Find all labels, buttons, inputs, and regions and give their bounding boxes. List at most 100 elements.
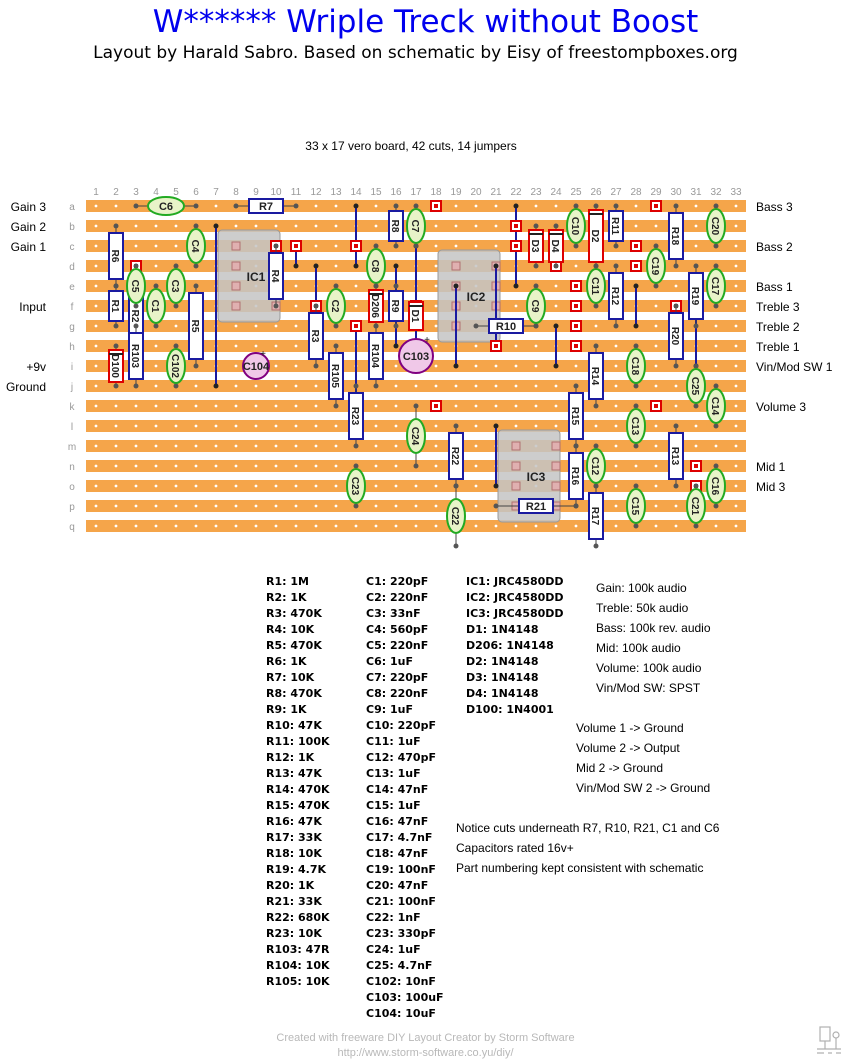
capacitor-body xyxy=(586,268,606,304)
component-solder xyxy=(673,303,679,309)
board-hole xyxy=(154,504,158,508)
resistor-label: R6 xyxy=(109,250,120,263)
row-letter: l xyxy=(71,422,73,433)
capacitor: C14 xyxy=(706,388,726,424)
column-number: 11 xyxy=(291,187,302,198)
diode-label: D100 xyxy=(109,354,120,378)
resistor: R18 xyxy=(668,212,684,260)
resistor-body xyxy=(668,432,684,480)
column-number: 16 xyxy=(390,187,402,198)
capacitor-label: C5 xyxy=(129,280,140,293)
diode-label: D1 xyxy=(409,310,420,323)
electrolytic-label: C103 xyxy=(403,351,429,363)
capacitor-body xyxy=(566,208,586,244)
board-hole xyxy=(94,264,98,268)
board-hole xyxy=(474,464,478,468)
board-hole xyxy=(294,404,298,408)
board-hole xyxy=(274,224,278,228)
resistor-label: R14 xyxy=(589,367,600,386)
column-number: 15 xyxy=(370,187,382,198)
capacitor-label: C102 xyxy=(169,354,180,378)
connection-list-item: Mid 2 -> Ground xyxy=(576,761,664,775)
resistor: R10 xyxy=(488,318,524,334)
board-hole xyxy=(614,424,618,428)
board-hole xyxy=(334,264,338,268)
diode-label: D3 xyxy=(529,240,540,253)
track-cut-center xyxy=(354,324,358,328)
resistor-body xyxy=(688,272,704,320)
track-cut-center xyxy=(354,244,358,248)
capacitor-list-item: C17: 4.7nF xyxy=(366,831,433,844)
board-hole xyxy=(694,204,698,208)
capacitor-body xyxy=(446,498,466,534)
footer-credit: Created with freeware DIY Layout Creator… xyxy=(276,1032,575,1044)
resistor-list-item: R20: 1K xyxy=(266,879,315,892)
resistor-list-item: R13: 47K xyxy=(266,767,322,780)
row-letter: b xyxy=(69,222,75,233)
board-hole xyxy=(414,504,418,508)
component-solder xyxy=(473,323,479,329)
component-solder xyxy=(153,323,159,329)
capacitor-label: C7 xyxy=(409,220,420,233)
board-hole xyxy=(134,524,138,528)
component-solder xyxy=(313,303,319,309)
resistor-label: R9 xyxy=(389,300,400,313)
resistor-label: R1 xyxy=(109,300,120,313)
connection-label-left: Gain 3 xyxy=(11,200,47,214)
board-hole xyxy=(94,504,98,508)
electrolytic-capacitor: C103 + xyxy=(398,335,434,374)
column-number: 30 xyxy=(670,187,682,198)
footer-url[interactable]: http://www.storm-software.co.yu/diy/ xyxy=(337,1047,514,1059)
board-hole xyxy=(614,364,618,368)
resistor-body xyxy=(488,318,524,334)
board-hole xyxy=(474,204,478,208)
column-number: 7 xyxy=(213,187,219,198)
board-hole xyxy=(434,344,438,348)
row-letter: c xyxy=(70,242,75,253)
capacitor: C18 xyxy=(626,348,646,384)
board-hole xyxy=(94,364,98,368)
board-hole xyxy=(534,204,538,208)
resistor-label: R5 xyxy=(189,320,200,333)
resistor-list-item: R11: 100K xyxy=(266,735,330,748)
capacitor: C7 xyxy=(406,208,426,244)
track-cut-center xyxy=(634,264,638,268)
capacitor-list-item: C5: 220nF xyxy=(366,639,429,652)
connection-label-right: Bass 1 xyxy=(756,280,793,294)
component-solder xyxy=(493,503,499,509)
jumper-end xyxy=(493,423,499,429)
board-hole xyxy=(274,384,278,388)
resistor-label: R16 xyxy=(569,467,580,486)
board-hole xyxy=(294,484,298,488)
component-solder xyxy=(453,543,459,549)
track-cut-center xyxy=(654,204,658,208)
capacitor-label: C14 xyxy=(709,397,720,416)
component-solder xyxy=(553,263,559,269)
board-hole xyxy=(174,504,178,508)
board-hole xyxy=(94,404,98,408)
component-solder xyxy=(693,403,699,409)
board-hole xyxy=(154,404,158,408)
board-hole xyxy=(654,364,658,368)
board-hole xyxy=(654,504,658,508)
board-hole xyxy=(574,264,578,268)
diode: D100 xyxy=(108,349,124,383)
board-hole xyxy=(374,484,378,488)
connection-label-right: Vin/Mod SW 1 xyxy=(756,360,833,374)
board-hole xyxy=(254,224,258,228)
resistor-label: R4 xyxy=(269,270,280,283)
board-hole xyxy=(414,524,418,528)
board-hole xyxy=(154,384,158,388)
resistor-list-item: R2: 1K xyxy=(266,591,307,604)
capacitor-list-item: C102: 10nF xyxy=(366,975,436,988)
component-solder xyxy=(673,363,679,369)
component-solder xyxy=(313,363,319,369)
board-hole xyxy=(414,384,418,388)
board-hole xyxy=(734,404,738,408)
board-hole xyxy=(154,224,158,228)
component-solder xyxy=(693,523,699,529)
track-cut-center xyxy=(574,284,578,288)
semiconductor-list-item: IC2: JRC4580DD xyxy=(466,591,564,604)
capacitor: C5 xyxy=(126,268,146,304)
